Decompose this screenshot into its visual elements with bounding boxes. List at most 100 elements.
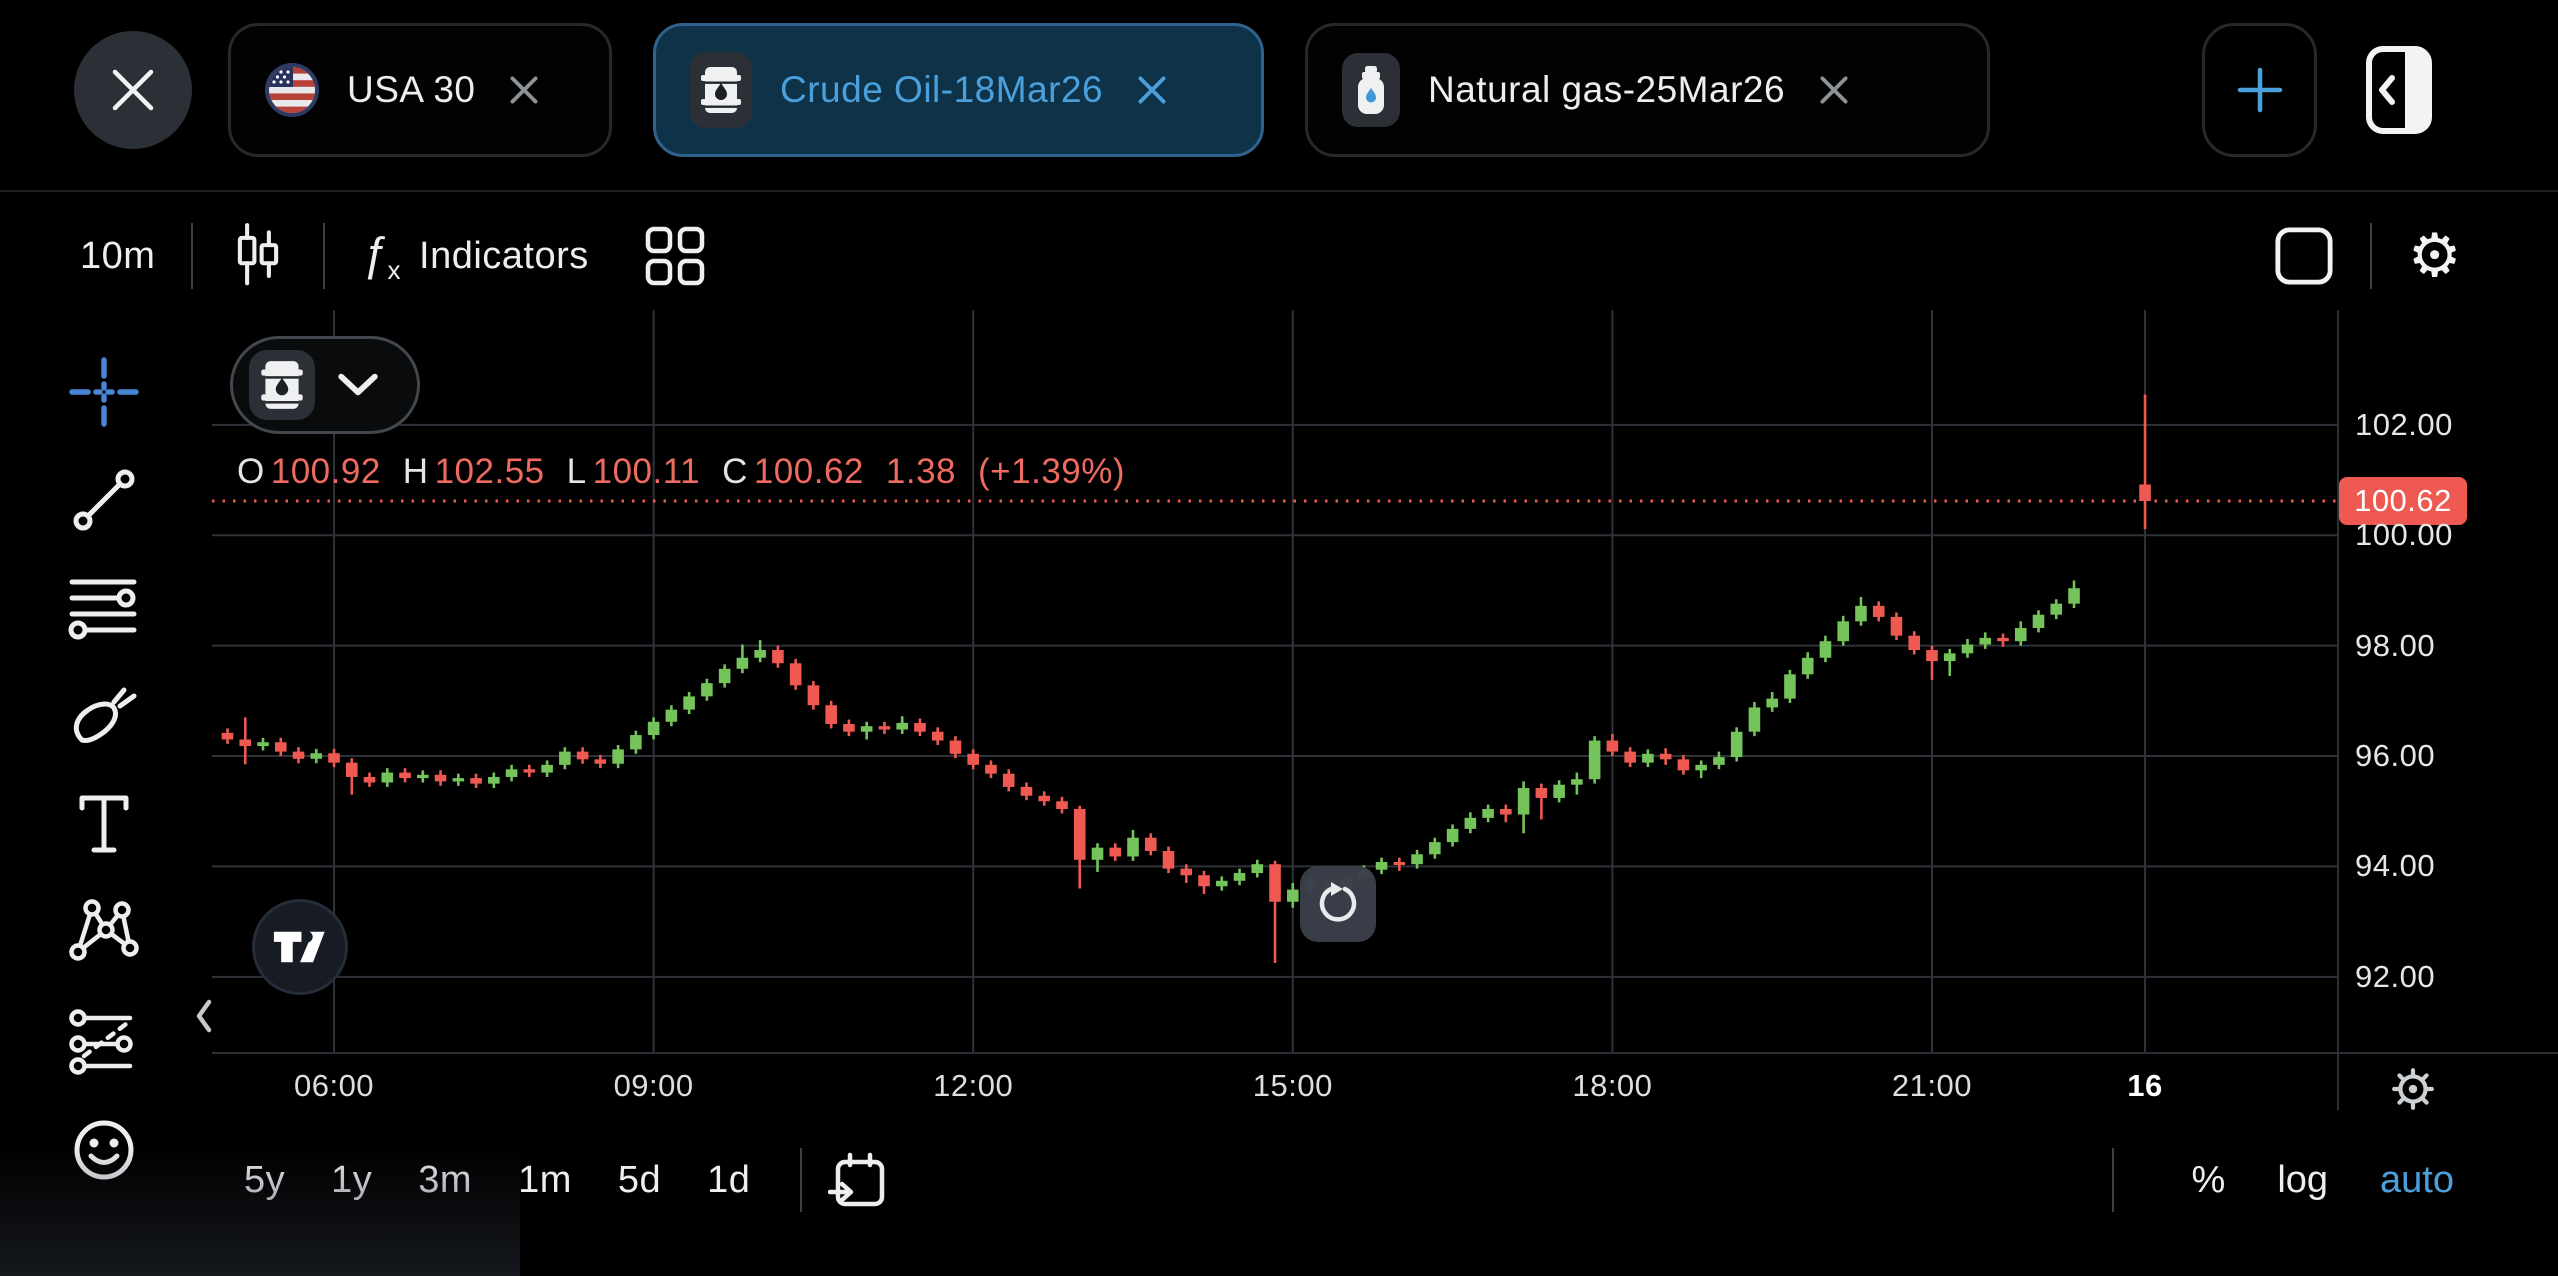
- close-chart-button[interactable]: [74, 31, 192, 149]
- time-tick-label: 12:00: [933, 1068, 1014, 1103]
- indicators-label: Indicators: [419, 234, 589, 277]
- price-tick-label: 100.00: [2355, 517, 2453, 553]
- candle: [1748, 707, 1761, 732]
- candle: [1464, 817, 1477, 829]
- low-value: 100.11: [592, 452, 701, 491]
- close-tab-icon[interactable]: [505, 71, 543, 109]
- fx-icon: ƒx: [361, 226, 402, 286]
- candle: [1251, 864, 1264, 874]
- maximize-chart-button[interactable]: [2274, 226, 2334, 286]
- candle: [1233, 873, 1246, 881]
- candle: [505, 769, 518, 777]
- candle: [860, 726, 873, 732]
- plus-icon: [2234, 64, 2286, 116]
- open-label: O: [237, 452, 265, 491]
- indicators-button[interactable]: ƒx Indicators: [361, 226, 588, 286]
- candle: [1269, 864, 1281, 902]
- auto-scale-button[interactable]: auto: [2380, 1158, 2454, 1201]
- candle: [1038, 795, 1051, 802]
- candle: [523, 769, 536, 773]
- chart-toolbar: 10m ƒx Indicators: [0, 212, 2558, 300]
- candle: [1766, 698, 1778, 708]
- text-tool-button[interactable]: [68, 788, 140, 860]
- range-1y-button[interactable]: 1y: [331, 1158, 373, 1201]
- candle: [718, 668, 731, 684]
- drawing-toolbar: [0, 310, 208, 1184]
- calendar-arrow-icon: [828, 1150, 888, 1210]
- change-percent: (+1.39%): [978, 452, 1126, 491]
- chart-type-button[interactable]: [229, 221, 287, 291]
- percent-scale-button[interactable]: %: [2191, 1158, 2226, 1201]
- close-tab-icon[interactable]: [1815, 71, 1853, 109]
- close-icon: [107, 64, 159, 116]
- candle: [292, 751, 305, 759]
- layout-grid-button[interactable]: [645, 226, 705, 286]
- candle: [1020, 786, 1033, 796]
- collapse-drawing-toolbar-button[interactable]: [182, 988, 226, 1044]
- candle: [239, 739, 252, 747]
- price-tick-label: 102.00: [2355, 406, 2453, 442]
- candle: [665, 709, 678, 722]
- candle: [896, 722, 908, 730]
- candle: [1056, 801, 1068, 810]
- log-scale-button[interactable]: log: [2277, 1158, 2329, 1201]
- brush-tool-button[interactable]: [68, 680, 140, 752]
- candle: [825, 705, 837, 724]
- candle: [1500, 809, 1512, 815]
- tab-usa-30[interactable]: USA 30: [228, 23, 612, 157]
- range-1m-button[interactable]: 1m: [518, 1158, 572, 1201]
- time-settings-button[interactable]: [2388, 1064, 2438, 1114]
- candle: [363, 776, 376, 783]
- candle: [1695, 764, 1707, 771]
- horizontal-lines-tool-button[interactable]: [68, 572, 140, 644]
- crosshair-icon: [66, 354, 142, 430]
- price-tick-label: 94.00: [2355, 848, 2436, 884]
- candle: [683, 696, 695, 710]
- tab-crude-oil[interactable]: Crude Oil-18Mar26: [653, 23, 1264, 157]
- candle: [1677, 759, 1690, 771]
- tab-bar: USA 30 Crude Oil-18Mar26: [0, 0, 2558, 192]
- symbol-selector[interactable]: [230, 336, 420, 434]
- candle: [434, 774, 447, 782]
- square-outline-icon: [2274, 226, 2334, 286]
- divider: [2111, 1148, 2114, 1212]
- range-5y-button[interactable]: 5y: [244, 1158, 286, 1201]
- range-3m-button[interactable]: 3m: [418, 1158, 473, 1201]
- range-5d-button[interactable]: 5d: [617, 1158, 662, 1201]
- interval-button[interactable]: 10m: [80, 234, 156, 277]
- candle: [807, 685, 820, 706]
- projection-tool-button[interactable]: [68, 1004, 140, 1076]
- chart-settings-button[interactable]: ⚙: [2408, 226, 2462, 286]
- tab-natural-gas[interactable]: Natural gas-25Mar26: [1305, 23, 1990, 157]
- candle: [1979, 637, 1992, 645]
- candle: [1943, 653, 1956, 662]
- candle: [647, 721, 660, 736]
- show-side-panel-button[interactable]: [2352, 38, 2448, 142]
- add-tab-button[interactable]: [2202, 23, 2317, 157]
- candle: [1535, 788, 1548, 798]
- candle: [1002, 773, 1015, 787]
- candle: [1890, 616, 1903, 636]
- close-tab-icon[interactable]: [1133, 71, 1171, 109]
- reset-chart-button[interactable]: [1300, 866, 1376, 942]
- trend-line-icon: [68, 464, 140, 536]
- divider: [191, 223, 194, 289]
- range-1d-button[interactable]: 1d: [707, 1158, 751, 1201]
- go-to-date-button[interactable]: [828, 1150, 888, 1210]
- tradingview-logo[interactable]: [252, 899, 348, 995]
- candle: [1091, 847, 1104, 860]
- crosshair-tool-button[interactable]: [68, 356, 140, 428]
- candle: [1784, 674, 1796, 699]
- candle: [1926, 650, 1938, 662]
- bottom-bar: 5y 1y 3m 1m 5d 1d % log auto: [0, 1134, 2558, 1226]
- candlestick-chart[interactable]: [212, 310, 2337, 1052]
- xabcd-pattern-tool-button[interactable]: [68, 896, 140, 968]
- tab-label: USA 30: [347, 69, 476, 110]
- candle: [985, 764, 997, 774]
- time-axis[interactable]: 06:00 09:00 12:00 15:00 18:00 21:00 16: [0, 1052, 2558, 1134]
- trend-line-tool-button[interactable]: [68, 464, 140, 536]
- candle: [1872, 605, 1885, 617]
- candle: [345, 762, 358, 777]
- price-axis[interactable]: 100.62 102.00 100.00 98.00 96.00 94.00 92.00: [2337, 310, 2558, 1110]
